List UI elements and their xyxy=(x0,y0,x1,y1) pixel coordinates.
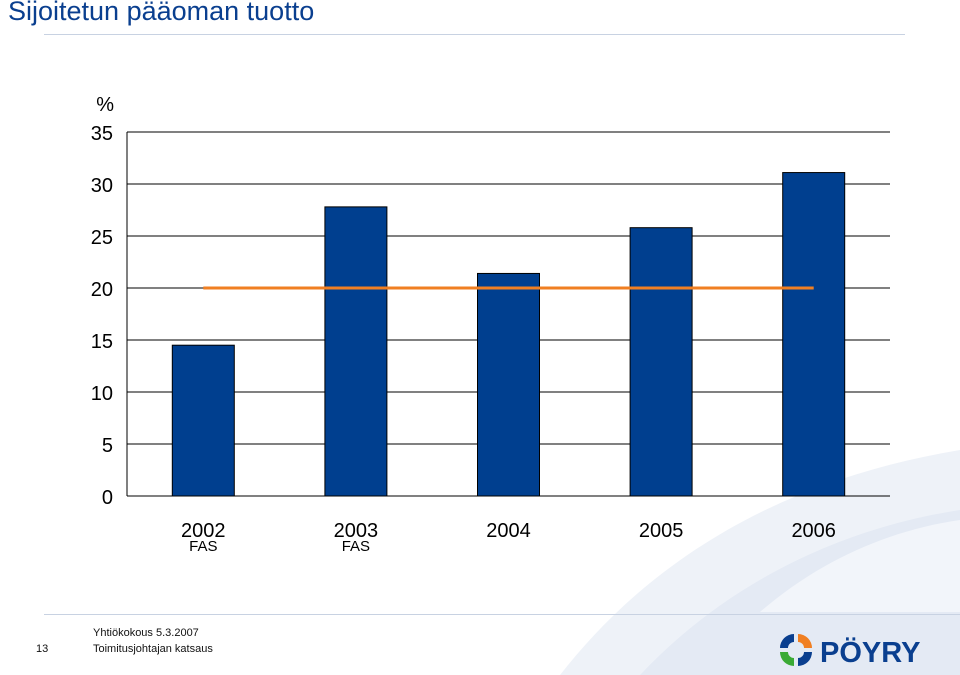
y-tick-label: 25 xyxy=(91,227,113,249)
x-tick-sublabel: FAS xyxy=(342,538,370,555)
y-tick-label: 20 xyxy=(91,279,113,301)
page-title: Sijoitetun pääoman tuotto xyxy=(8,0,315,26)
bar xyxy=(782,172,846,497)
x-tick-label: 2003 xyxy=(334,520,379,542)
bar xyxy=(477,272,540,497)
y-tick-label: 30 xyxy=(91,175,113,197)
footer-divider xyxy=(44,614,960,615)
poyry-logo-wordmark: PÖYRY xyxy=(820,636,920,669)
footer-event-date: Yhtiökokous 5.3.2007 xyxy=(93,627,199,639)
bar xyxy=(629,227,693,497)
x-tick-label: 2005 xyxy=(639,520,684,542)
title-divider xyxy=(44,34,905,35)
x-tick-label: 2002 xyxy=(181,520,226,542)
y-tick-label: 35 xyxy=(91,123,113,145)
y-tick-label: 5 xyxy=(102,435,113,457)
footer-presentation-title: Toimitusjohtajan katsaus xyxy=(93,643,213,655)
poyry-logo: PÖYRY xyxy=(780,634,920,669)
y-axis-label: % xyxy=(96,94,114,116)
x-tick-label: 2004 xyxy=(486,520,531,542)
x-tick-sublabel: FAS xyxy=(189,538,217,555)
x-tick-label: 2006 xyxy=(791,520,836,542)
y-tick-label: 10 xyxy=(91,383,113,405)
y-tick-label: 15 xyxy=(91,331,113,353)
bar xyxy=(171,344,235,497)
y-tick-label: 0 xyxy=(102,487,113,509)
poyry-logo-mark-icon xyxy=(780,634,812,666)
page-number: 13 xyxy=(36,643,49,655)
bar xyxy=(324,206,388,497)
